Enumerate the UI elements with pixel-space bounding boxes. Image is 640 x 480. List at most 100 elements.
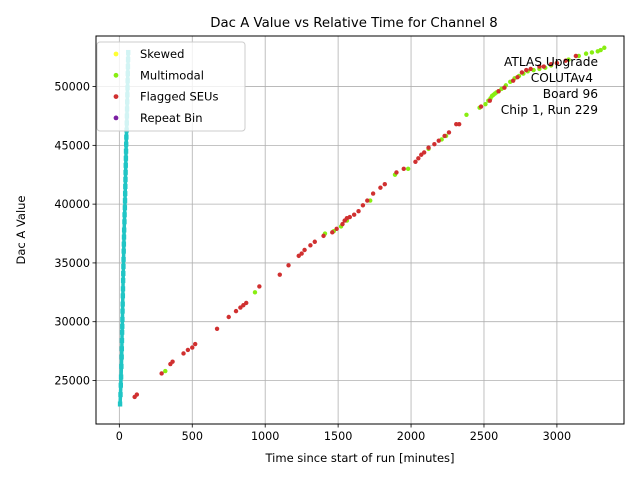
plot-frame — [95, 35, 625, 425]
flagged-seus-point — [487, 98, 493, 103]
legend-marker-repeat-bin — [113, 115, 119, 121]
flagged-seus-point — [573, 53, 579, 59]
main-point — [123, 162, 128, 168]
annotation-line: Chip 1, Run 229 — [501, 103, 598, 117]
main-point — [121, 227, 127, 233]
flagged-seus-point — [296, 253, 301, 259]
flagged-seus-point — [277, 272, 282, 277]
multimodal-point — [252, 290, 258, 295]
main-point — [121, 256, 126, 262]
axis-ticks: 0 500 1000 1500 2000 2500 3000 25000 30000 35000 4… — [54, 81, 571, 443]
flagged-seus-point — [190, 345, 195, 350]
legend-label-multimodal: Multimodal — [140, 68, 204, 82]
flagged-seus-point — [541, 64, 546, 69]
flagged-seus-point — [330, 230, 335, 235]
flagged-seus-point — [340, 221, 345, 227]
legend: Skewed Multimodal Flagged SEUs Repeat Bin — [96, 41, 246, 132]
main-point — [120, 316, 125, 322]
flagged-seus-point — [302, 247, 307, 253]
flagged-seus-point — [356, 208, 361, 214]
flagged-seus-point — [241, 303, 246, 308]
data-points — [117, 45, 607, 407]
flagged-seus-point — [419, 152, 424, 157]
flagged-seus-point — [537, 64, 542, 69]
main-point — [122, 198, 128, 204]
legend-label-flagged-seus: Flagged SEUs — [140, 90, 218, 104]
main-point — [122, 212, 127, 218]
flagged-seus-point — [421, 150, 427, 155]
main-point — [121, 248, 126, 254]
legend-marker-flagged-seus — [113, 94, 119, 99]
main-point — [120, 308, 125, 314]
flagged-seus-point — [519, 70, 525, 75]
flagged-seus-point — [159, 371, 164, 376]
flagged-seus-point — [432, 141, 437, 147]
legend-label-repeat-bin: Repeat Bin — [140, 111, 203, 125]
flagged-seus-point — [351, 212, 357, 217]
y-tick-label: 45000 — [54, 139, 90, 152]
flagged-seus-point — [192, 341, 198, 347]
multimodal-point — [163, 368, 168, 374]
flagged-seus-point — [401, 166, 406, 172]
multimodal-point — [602, 45, 607, 50]
flagged-seus-point — [334, 226, 339, 232]
y-tick-label: 35000 — [54, 257, 90, 270]
flagged-seus-point — [365, 198, 370, 203]
main-point — [120, 301, 125, 307]
main-point — [123, 155, 129, 161]
annotation-line: ATLAS Upgrade — [504, 55, 598, 69]
flagged-seus-point — [442, 133, 447, 139]
flagged-seus-point — [312, 239, 317, 244]
x-tick-label: 2000 — [397, 430, 425, 443]
flagged-seus-point — [496, 89, 501, 94]
annotation-line: Board 96 — [543, 87, 598, 101]
x-tick-label: 1500 — [324, 430, 352, 443]
chart-title: Dac A Value vs Relative Time for Channel… — [210, 16, 497, 31]
flagged-seus-point — [257, 284, 262, 289]
flagged-seus-point — [446, 130, 452, 135]
flagged-seus-point — [524, 67, 529, 73]
flagged-seus-point — [308, 243, 313, 248]
main-point — [118, 382, 123, 388]
multimodal-point — [405, 166, 411, 172]
flagged-seus-point — [502, 85, 507, 90]
flagged-seus-point — [548, 62, 554, 67]
main-point — [123, 183, 128, 189]
main-point — [121, 263, 126, 269]
flagged-seus-point — [528, 66, 533, 72]
main-point — [123, 176, 128, 182]
flagged-seus-point — [370, 191, 376, 196]
main-point — [117, 401, 123, 407]
annotation-line: COLUTAv4 — [531, 71, 594, 85]
main-point — [119, 363, 124, 369]
main-point — [119, 338, 125, 344]
flagged-seus-point — [478, 104, 484, 109]
multimodal-point — [464, 112, 469, 117]
legend-marker-multimodal — [113, 72, 119, 78]
main-point — [121, 234, 127, 240]
flagged-seus-point — [286, 263, 291, 268]
main-point — [120, 286, 126, 292]
main-point — [123, 169, 128, 175]
flagged-seus-point — [426, 145, 431, 150]
flagged-seus-point — [238, 305, 243, 310]
flagged-seus-point — [185, 347, 191, 353]
y-tick-label: 25000 — [54, 374, 90, 387]
flagged-seus-point — [413, 159, 418, 165]
flagged-seus-point — [226, 314, 231, 320]
main-point — [123, 148, 129, 154]
main-point — [122, 219, 127, 225]
legend-label-skewed: Skewed — [140, 47, 184, 61]
y-axis-label: Dac A Value — [14, 196, 28, 265]
flagged-seus-point — [170, 359, 175, 364]
multimodal-point — [589, 50, 595, 55]
x-tick-label: 500 — [182, 430, 203, 443]
flagged-seus-point — [347, 214, 352, 220]
x-axis-label: Time since start of run [minutes] — [265, 451, 455, 465]
main-point — [124, 134, 129, 140]
annotation-block: ATLAS Upgrade COLUTAv4 Board 96 Chip 1, … — [501, 55, 598, 117]
flagged-seus-point — [299, 251, 304, 256]
main-point — [119, 354, 124, 360]
main-point — [119, 346, 125, 352]
y-tick-label: 50000 — [54, 81, 90, 94]
